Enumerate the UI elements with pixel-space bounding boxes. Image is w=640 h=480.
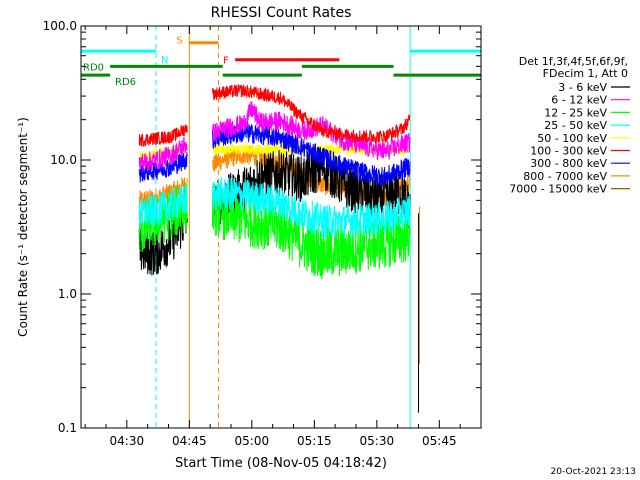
legend-entry-label: 800 - 7000 keV (523, 170, 607, 183)
y-tick-label: 10.0 (50, 153, 77, 167)
x-axis-label: Start Time (08-Nov-05 04:18:42) (175, 456, 387, 471)
legend-entry-label: 100 - 300 keV (530, 145, 607, 158)
timestamp-footer: 20-Oct-2021 23:13 (551, 467, 636, 477)
chart-title: RHESSI Count Rates (211, 5, 352, 21)
legend-entry-label: 50 - 100 keV (537, 132, 607, 145)
flag-label-rd6: RD6 (115, 77, 136, 88)
series-layer (138, 84, 420, 413)
legend-entry-label: 6 - 12 keV (551, 94, 607, 107)
legend-entry-label: 300 - 800 keV (530, 157, 607, 170)
x-tick-label: 04:30 (110, 434, 145, 448)
y-tick-label: 1.0 (58, 287, 77, 301)
axis-layer: 04:30 04:45 05:00 05:15 05:30 05:45 0.1 1.0 10.0… (43, 19, 482, 448)
legend-header: Det 1f,3f,4f,5f,6f,9f, (519, 55, 628, 68)
x-tick-label: 05:00 (235, 434, 270, 448)
flag-label-f: F (223, 56, 229, 67)
flag-label-s: S (176, 36, 182, 47)
legend-entry-label: 3 - 6 keV (558, 81, 607, 94)
x-tick-label: 05:45 (422, 434, 457, 448)
legend-entry-label: 12 - 25 keV (544, 106, 607, 119)
flag-label-rd0: RD0 (83, 62, 104, 73)
legend-header: FDecim 1, Att 0 (543, 67, 628, 80)
plot-frame (80, 25, 482, 429)
series-trace-3 (138, 177, 411, 239)
series-trace-5 (138, 84, 411, 147)
legend: Det 1f,3f,4f,5f,6f,9f,FDecim 1, Att 03 -… (509, 55, 630, 196)
y-tick-label: 100.0 (43, 19, 77, 33)
series-trace-1 (138, 101, 411, 173)
legend-entry-label: 7000 - 15000 keV (509, 183, 607, 196)
flag-label-n: N (161, 55, 168, 66)
x-tick-label: 05:15 (297, 434, 332, 448)
x-tick-label: 04:45 (172, 434, 207, 448)
y-tick-label: 0.1 (58, 421, 77, 435)
x-tick-label: 05:30 (360, 434, 395, 448)
y-axis-label: Count Rate (s⁻¹ detector segment⁻¹) (16, 117, 30, 337)
legend-entry-label: 25 - 50 keV (544, 119, 607, 132)
